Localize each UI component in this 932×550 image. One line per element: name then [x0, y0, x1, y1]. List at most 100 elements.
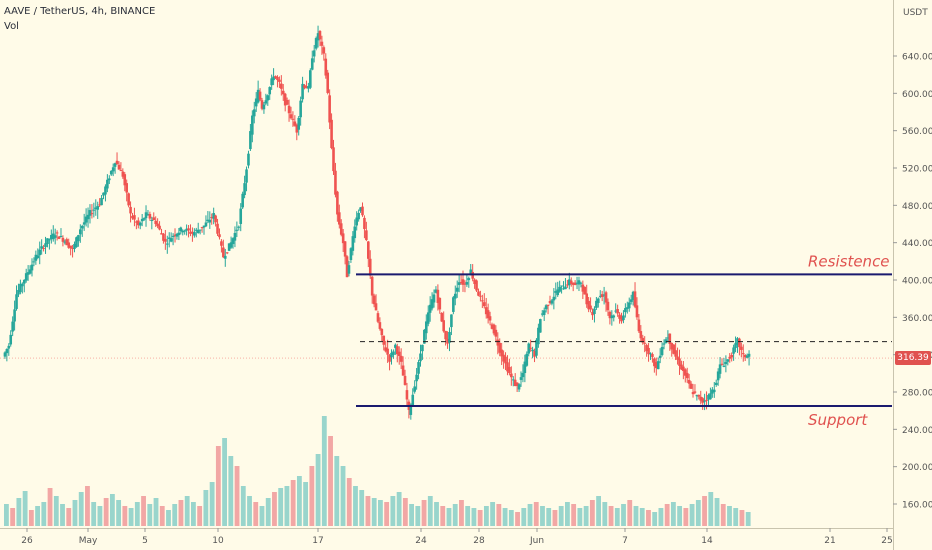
- candle-body: [486, 310, 490, 319]
- candle-body: [80, 225, 84, 229]
- candle-body: [627, 302, 631, 309]
- y-tick-label: 200.00: [902, 463, 932, 473]
- candle-body: [276, 77, 279, 81]
- volume-bar: [10, 508, 16, 526]
- candle-body: [598, 295, 602, 297]
- candle-body: [747, 353, 751, 357]
- volume-bar: [465, 506, 471, 526]
- volume-bar: [240, 486, 246, 526]
- candle-body: [730, 354, 733, 358]
- candle-body: [419, 353, 422, 362]
- candle-body: [685, 372, 689, 379]
- candle-body: [475, 280, 478, 291]
- candle-body: [743, 354, 747, 358]
- candle-body: [32, 261, 36, 263]
- candle-body: [171, 235, 175, 237]
- candle-body: [645, 345, 648, 352]
- candle-body: [370, 276, 374, 296]
- x-tick-label: 5: [142, 536, 148, 546]
- volume-bar: [172, 504, 178, 526]
- candle-body: [334, 170, 337, 195]
- candle-body: [401, 365, 405, 376]
- volume-bar: [471, 508, 477, 526]
- volume-bar: [272, 492, 277, 526]
- candle-body: [144, 212, 148, 219]
- candle-body: [484, 307, 488, 315]
- candle-body: [399, 355, 403, 362]
- candle-body: [111, 167, 115, 172]
- candle-body: [732, 347, 735, 354]
- candle-body: [173, 234, 177, 236]
- candle-body: [573, 282, 577, 286]
- candle-body: [610, 315, 614, 319]
- candle-body: [191, 231, 194, 234]
- candle-body: [252, 109, 256, 117]
- y-tick-label: 640.00: [902, 53, 932, 63]
- candle-body: [682, 366, 685, 372]
- candle-body: [231, 238, 235, 245]
- candle-body: [140, 218, 144, 222]
- volume-bar: [739, 510, 745, 526]
- volume-bar: [122, 506, 128, 526]
- candle-body: [194, 229, 198, 231]
- candle-body: [738, 338, 741, 348]
- candle-body: [492, 324, 496, 334]
- candle-body: [142, 218, 146, 220]
- candle-body: [629, 299, 633, 302]
- volume-bar: [103, 498, 109, 526]
- candle-body: [361, 206, 364, 216]
- y-tick-label: 480.00: [902, 202, 932, 212]
- candle-body: [90, 213, 94, 215]
- volume-bar: [583, 506, 589, 526]
- volume-bar: [683, 508, 689, 526]
- candle-body: [482, 302, 486, 307]
- candle-body: [540, 313, 544, 315]
- volume-bar: [652, 512, 658, 526]
- candle-body: [556, 289, 560, 296]
- volume-bar: [60, 504, 65, 526]
- candle-body: [504, 356, 507, 364]
- x-tick-label: 10: [212, 536, 224, 546]
- candle-body: [169, 238, 173, 242]
- candle-body: [332, 147, 335, 172]
- volume-bar: [515, 512, 520, 526]
- candle-body: [200, 227, 204, 229]
- candle-body: [432, 294, 436, 303]
- volume-bar: [434, 502, 439, 526]
- volume-bar: [228, 456, 234, 526]
- volume-bar: [321, 416, 327, 526]
- volume-bar: [16, 498, 22, 526]
- candle-body: [510, 373, 513, 378]
- candle-body: [156, 223, 159, 227]
- candle-body: [508, 366, 511, 374]
- volume-bar: [359, 490, 365, 526]
- candle-body: [46, 238, 49, 244]
- last-price-tag: 316.39: [895, 351, 931, 365]
- candle-body: [604, 292, 608, 303]
- candle-body: [535, 339, 538, 356]
- candle-body: [405, 390, 409, 400]
- volume-bar: [396, 492, 402, 526]
- candle-body: [268, 87, 272, 95]
- candle-body: [562, 288, 565, 290]
- candle-body: [196, 229, 200, 234]
- candle-body: [424, 321, 428, 334]
- candle-body: [539, 319, 542, 333]
- volume-bar: [589, 500, 595, 526]
- candle-body: [336, 191, 339, 215]
- candle-body: [521, 372, 525, 378]
- candle-body: [726, 359, 730, 362]
- candle-body: [448, 331, 451, 343]
- volume-bar: [483, 506, 489, 526]
- candle-body: [571, 282, 575, 285]
- candle-body: [44, 243, 47, 248]
- volume-bar: [708, 492, 714, 526]
- volume-bar: [733, 508, 739, 526]
- candle-body: [303, 85, 306, 88]
- y-tick-label: 160.00: [902, 501, 932, 511]
- candle-body: [177, 232, 181, 236]
- candle-body: [436, 289, 440, 303]
- volume-bar: [97, 506, 103, 526]
- candle-body: [637, 319, 641, 332]
